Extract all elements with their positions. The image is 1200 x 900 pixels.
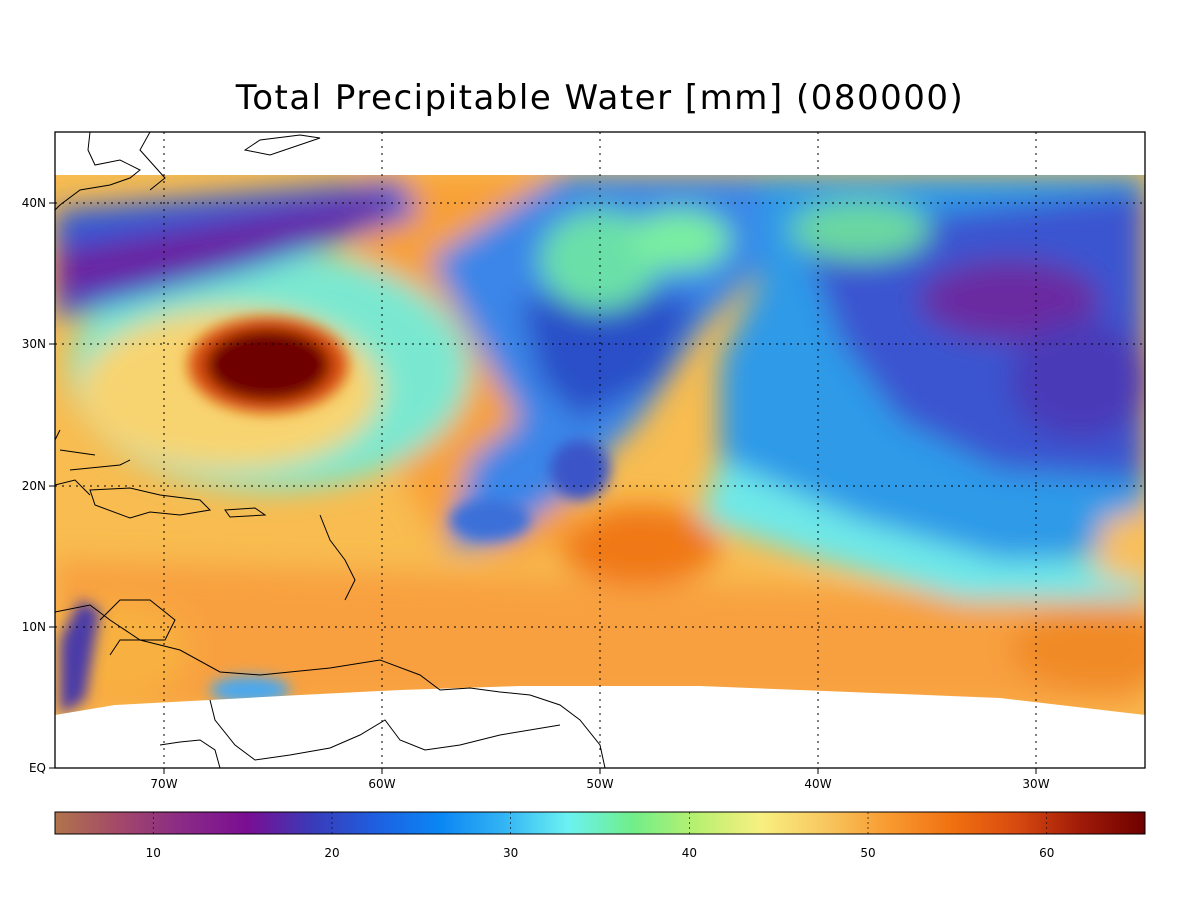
coast-puerto-rico bbox=[224, 507, 267, 518]
lon-label-40w: 40W bbox=[804, 777, 831, 791]
coast-lesser-antilles bbox=[319, 514, 356, 601]
coast-venezuela-lake bbox=[99, 599, 176, 656]
lon-label-70w: 70W bbox=[150, 777, 177, 791]
colorbar-tick-label: 10 bbox=[146, 846, 161, 860]
lat-label-40n: 40N bbox=[22, 196, 46, 210]
coastlines bbox=[55, 132, 606, 768]
lon-label-60w: 60W bbox=[368, 777, 395, 791]
map-title: Total Precipitable Water [mm] (080000) bbox=[235, 78, 965, 118]
colorbar-tick-label: 40 bbox=[682, 846, 697, 860]
coast-hispaniola bbox=[89, 487, 212, 519]
colorbar-tick-label: 60 bbox=[1039, 846, 1054, 860]
precipitable-water-field bbox=[55, 132, 1145, 768]
coast-cuba bbox=[55, 479, 91, 496]
coast-guianas-rivers bbox=[209, 699, 561, 761]
coast-colombia bbox=[159, 739, 221, 768]
lat-label-eq: EQ bbox=[29, 761, 46, 775]
lon-label-30w: 30W bbox=[1022, 777, 1049, 791]
axis-ticks bbox=[49, 202, 1037, 774]
colorbar-ticks bbox=[152, 812, 1048, 834]
longitude-labels: 70W 60W 50W 40W 30W bbox=[150, 777, 1049, 791]
coast-nova-scotia bbox=[139, 132, 166, 191]
latitude-labels: 40N 30N 20N 10N EQ bbox=[22, 196, 46, 775]
lat-label-30n: 30N bbox=[22, 337, 46, 351]
lat-label-10n: 10N bbox=[22, 620, 46, 634]
coast-south-america bbox=[55, 604, 606, 768]
coast-bahamas bbox=[55, 429, 131, 471]
lon-label-50w: 50W bbox=[586, 777, 613, 791]
coast-newfoundland bbox=[243, 134, 321, 156]
colorbar-strip bbox=[54, 811, 1146, 835]
coast-north-america bbox=[55, 132, 141, 211]
gridlines bbox=[55, 132, 1145, 768]
lat-label-20n: 20N bbox=[22, 479, 46, 493]
colorbar-tick-label: 30 bbox=[503, 846, 518, 860]
colorbar-tick-label: 50 bbox=[860, 846, 875, 860]
colorbar: 10 20 30 40 50 60 bbox=[54, 811, 1146, 860]
colorbar-tick-labels: 10 20 30 40 50 60 bbox=[146, 846, 1055, 860]
colorbar-tick-label: 20 bbox=[324, 846, 339, 860]
